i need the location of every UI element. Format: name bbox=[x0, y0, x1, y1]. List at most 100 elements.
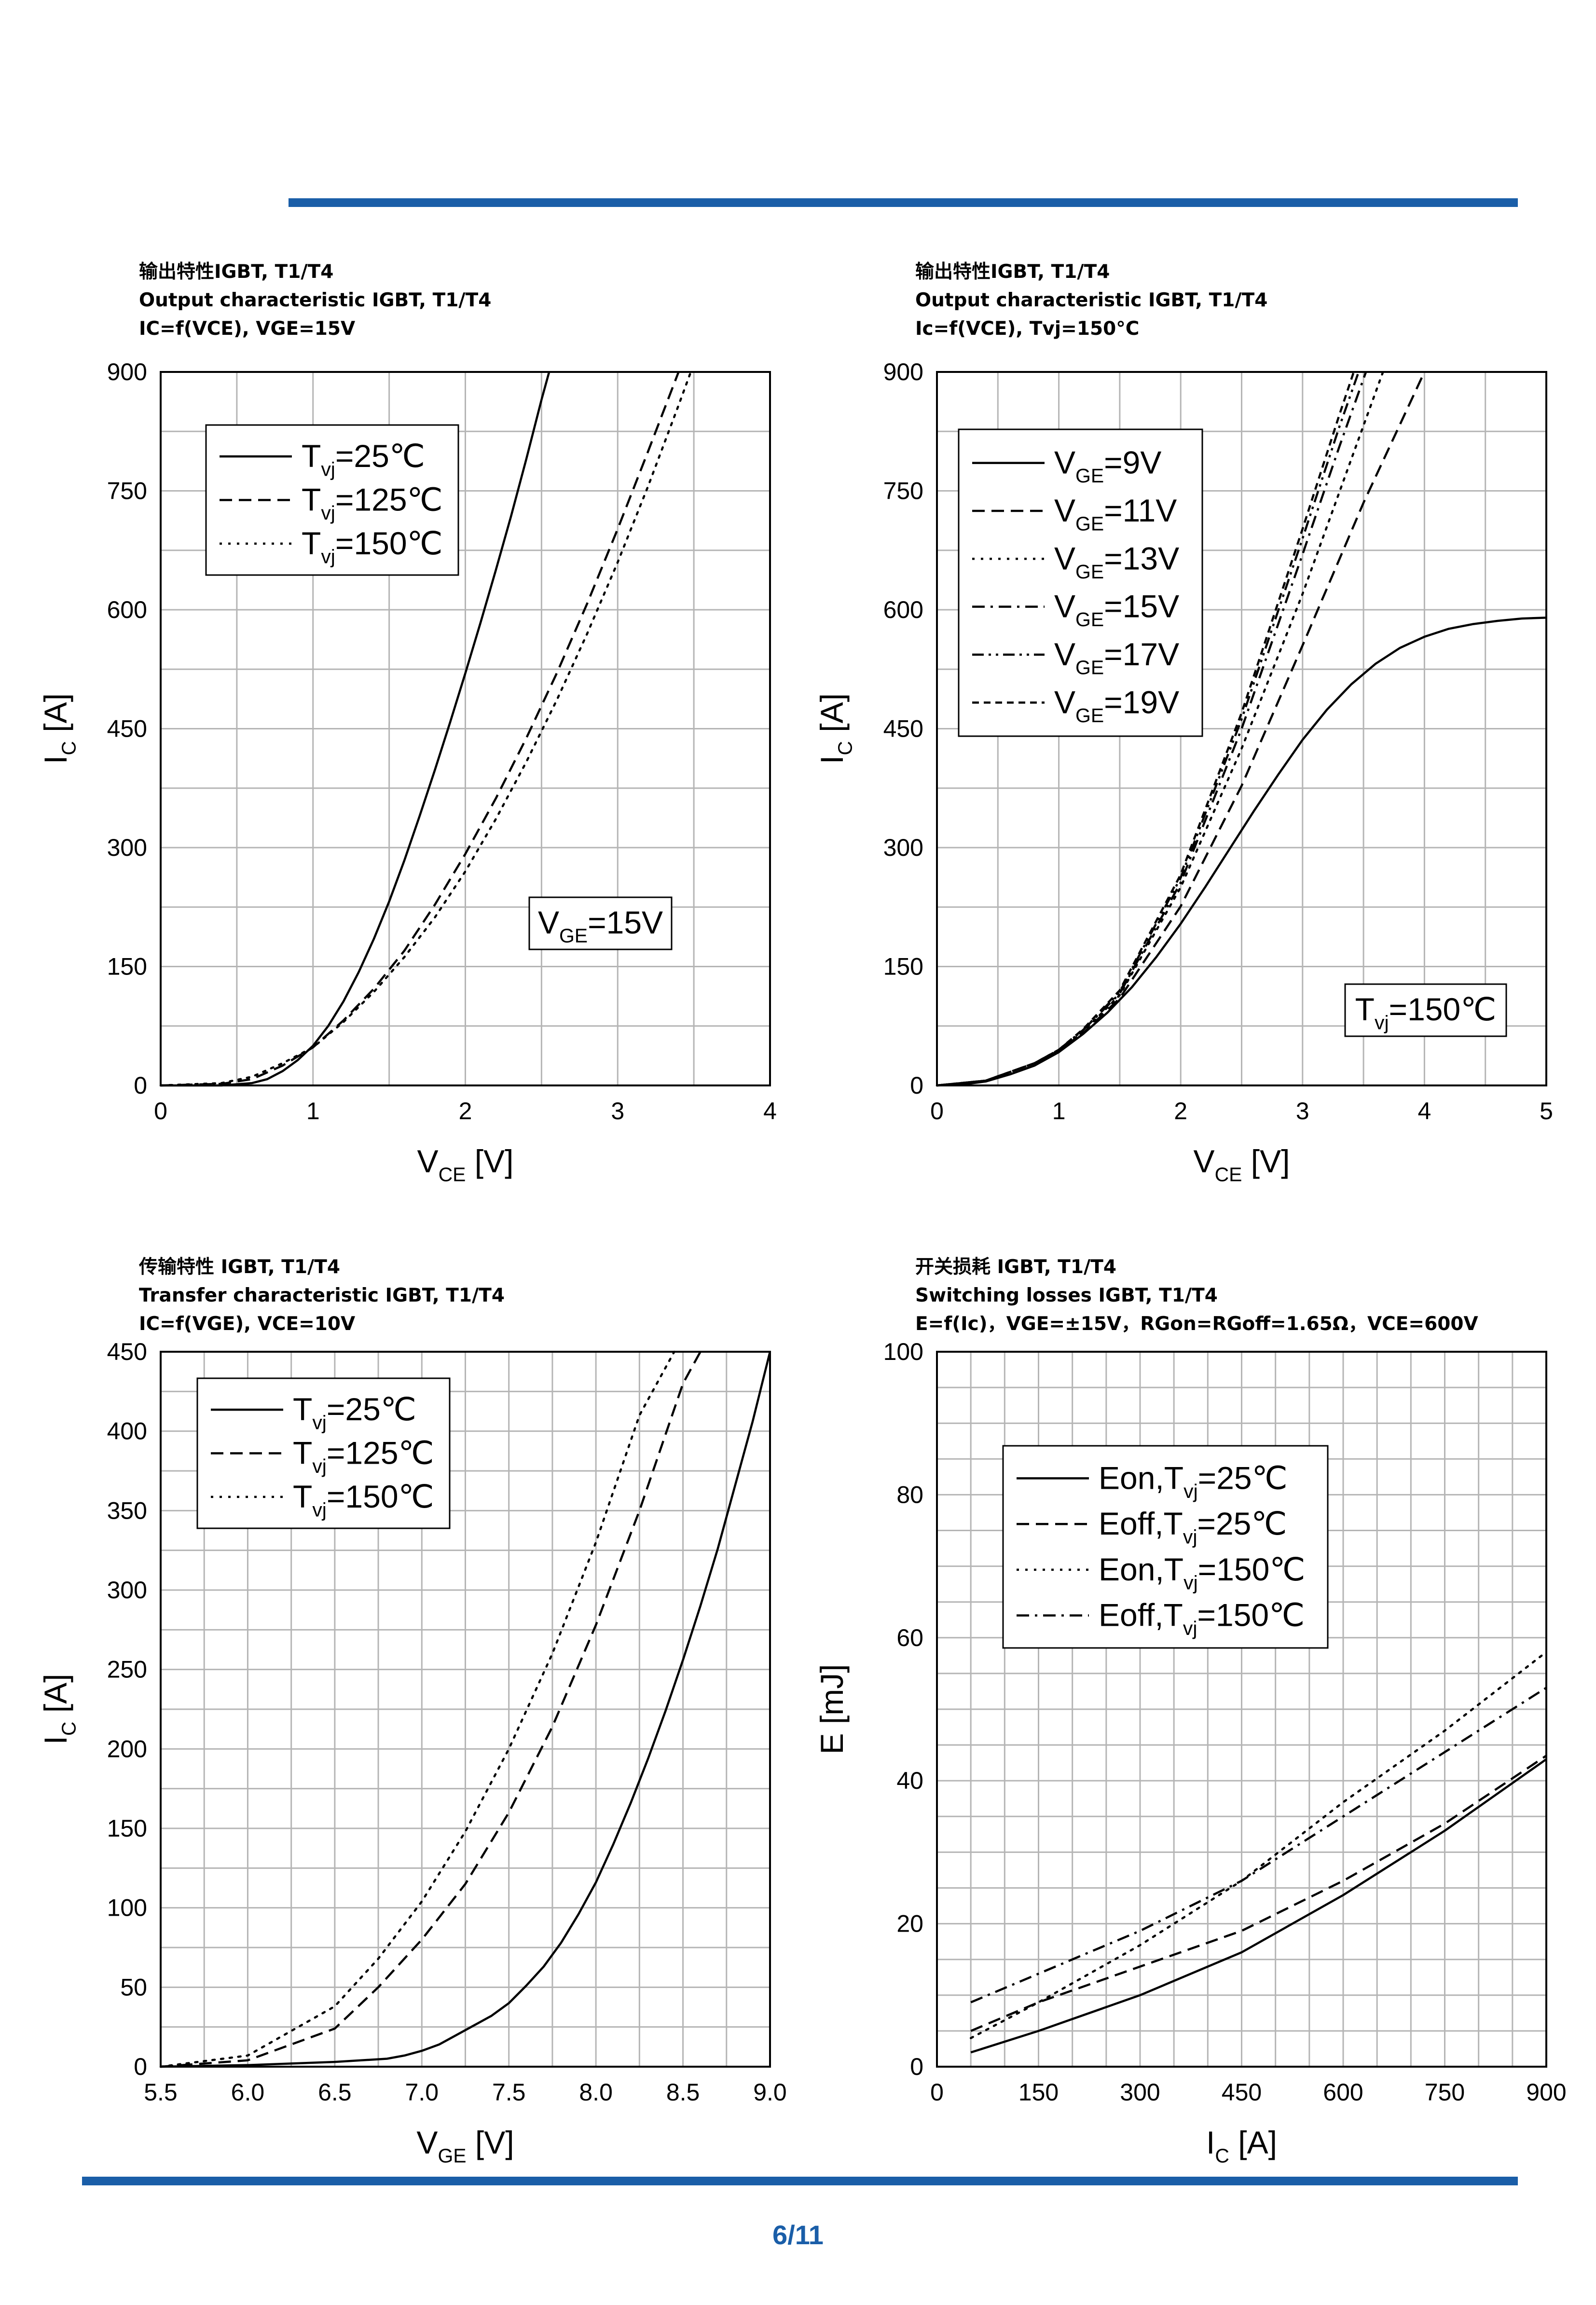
chart2-caption-line1: 输出特性IGBT, T1/T4 bbox=[915, 261, 1110, 283]
y-tick-label: 450 bbox=[107, 715, 147, 742]
series-line-vge-19v bbox=[936, 371, 1355, 1087]
series-line-vge-9v bbox=[936, 617, 1547, 1087]
chart4-caption-line3: E=f(Ic)，VGE=±15V，RGon=RGoff=1.65Ω，VCE=60… bbox=[915, 1313, 1478, 1335]
annotation-box bbox=[528, 896, 673, 950]
x-tick-label: 2 bbox=[1174, 1098, 1187, 1125]
chart1-caption-line2: Output characteristic IGBT, T1/T4 bbox=[139, 289, 492, 311]
series-line-tvj-25- bbox=[160, 1351, 771, 2068]
y-tick-label: 300 bbox=[883, 834, 923, 861]
x-tick-label: 7.0 bbox=[405, 2079, 439, 2106]
annotation-label: VGE=15V bbox=[538, 905, 663, 947]
x-tick-label: 3 bbox=[611, 1098, 624, 1125]
legend-label: Eon,Tvj=25℃ bbox=[1099, 1460, 1288, 1502]
legend-label: Tvj=25℃ bbox=[302, 438, 425, 480]
chart-switching-losses: 0 150 300 450 600 750 900 0 20 40 60 80 100 IC [A] E [… bbox=[814, 1338, 1567, 2167]
chart3-caption-line2: Transfer characteristic IGBT, T1/T4 bbox=[139, 1285, 505, 1306]
x-tick-label: 5 bbox=[1540, 1098, 1553, 1125]
legend-label: VGE=9V bbox=[1054, 445, 1161, 487]
legend-label: Tvj=125℃ bbox=[302, 482, 443, 524]
x-tick-label: 450 bbox=[1222, 2079, 1262, 2106]
series-line-eon-tvj-25- bbox=[970, 1758, 1547, 2054]
header-rule bbox=[289, 198, 1518, 207]
legend-label: Tvj=25℃ bbox=[293, 1391, 416, 1433]
x-tick-label: 2 bbox=[459, 1098, 472, 1125]
x-tick-label: 900 bbox=[1526, 2079, 1566, 2106]
series-line-tvj-125- bbox=[160, 371, 680, 1087]
y-tick-label: 100 bbox=[107, 1894, 147, 1921]
y-tick-label: 350 bbox=[107, 1497, 147, 1524]
x-axis-label: VGE [V] bbox=[416, 2125, 514, 2167]
y-tick-label: 400 bbox=[107, 1418, 147, 1445]
y-tick-label: 100 bbox=[883, 1338, 923, 1365]
annotation-label: Tvj=150℃ bbox=[1355, 991, 1497, 1033]
plot-frame bbox=[160, 371, 771, 1086]
y-tick-label: 750 bbox=[107, 478, 147, 505]
series-line-vge-17v bbox=[936, 371, 1360, 1087]
series-line-tvj-25- bbox=[161, 371, 550, 1087]
chart2-caption: 输出特性IGBT, T1/T4 Output characteristic IG… bbox=[915, 258, 1267, 343]
chart1-caption-line3: IC=f(VCE), VGE=15V bbox=[139, 318, 356, 340]
y-axis-label: IC [A] bbox=[38, 1674, 80, 1745]
chart3-caption-line3: IC=f(VGE), VCE=10V bbox=[139, 1313, 356, 1335]
legend-label: Tvj=150℃ bbox=[293, 1479, 434, 1521]
legend-label: VGE=15V bbox=[1054, 589, 1179, 631]
y-tick-label: 50 bbox=[120, 1974, 147, 2001]
chart-transfer-characteristic: 5.5 6.0 6.5 7.0 7.5 8.0 8.5 9.0 0 50 100 150 200 250 3… bbox=[38, 1338, 787, 2167]
x-tick-label: 4 bbox=[763, 1098, 777, 1125]
y-tick-label: 0 bbox=[134, 2053, 147, 2080]
x-tick-label: 0 bbox=[154, 1098, 167, 1125]
x-axis-label: VCE [V] bbox=[417, 1143, 514, 1185]
legend-label: Tvj=150℃ bbox=[302, 525, 443, 567]
y-axis-label: IC [A] bbox=[814, 693, 856, 764]
chart4-caption-line2: Switching losses IGBT, T1/T4 bbox=[915, 1285, 1218, 1306]
y-tick-label: 900 bbox=[107, 358, 147, 385]
legend-label: VGE=11V bbox=[1054, 493, 1177, 535]
y-tick-label: 450 bbox=[883, 715, 923, 742]
x-tick-label: 6.5 bbox=[318, 2079, 352, 2106]
y-tick-label: 900 bbox=[883, 358, 923, 385]
x-tick-label: 8.5 bbox=[666, 2079, 700, 2106]
chart4-caption: 开关损耗 IGBT, T1/T4 Switching losses IGBT, … bbox=[915, 1253, 1478, 1338]
x-tick-label: 5.5 bbox=[144, 2079, 178, 2106]
y-tick-label: 300 bbox=[107, 834, 147, 861]
series-line-vge-13v bbox=[936, 370, 1384, 1087]
x-tick-label: 6.0 bbox=[231, 2079, 265, 2106]
y-tick-label: 80 bbox=[896, 1481, 923, 1508]
plot-frame bbox=[936, 1351, 1547, 2068]
legend-label: VGE=19V bbox=[1054, 684, 1179, 726]
y-tick-label: 450 bbox=[107, 1338, 147, 1365]
y-tick-label: 0 bbox=[910, 2053, 923, 2080]
y-tick-label: 0 bbox=[910, 1072, 923, 1099]
x-tick-label: 750 bbox=[1425, 2079, 1465, 2106]
chart3-caption: 传输特性 IGBT, T1/T4 Transfer characteristic… bbox=[139, 1253, 505, 1338]
chart1-caption: 输出特性IGBT, T1/T4 Output characteristic IG… bbox=[139, 258, 491, 343]
chart1-caption-line1: 输出特性IGBT, T1/T4 bbox=[139, 261, 334, 283]
legend-label: Eon,Tvj=150℃ bbox=[1099, 1551, 1305, 1593]
series-line-tvj-150- bbox=[159, 370, 692, 1087]
legend: VGE=9V VGE=11V VGE=13V VGE=15V VGE=17V VGE=19… bbox=[958, 428, 1203, 737]
y-tick-label: 60 bbox=[896, 1624, 923, 1651]
chart2-caption-line2: Output characteristic IGBT, T1/T4 bbox=[915, 289, 1268, 311]
legend-label: Eoff,Tvj=150℃ bbox=[1099, 1597, 1305, 1639]
legend: Eon,Tvj=25℃Eoff,Tvj=25℃Eon,Tvj=150℃Eoff,… bbox=[1002, 1445, 1329, 1649]
legend-box bbox=[1002, 1445, 1329, 1649]
y-tick-label: 40 bbox=[896, 1767, 923, 1794]
x-tick-label: 1 bbox=[1052, 1098, 1066, 1125]
y-tick-label: 200 bbox=[107, 1735, 147, 1762]
y-tick-label: 150 bbox=[107, 953, 147, 980]
x-tick-label: 1 bbox=[306, 1098, 320, 1125]
x-axis-label: VCE [V] bbox=[1194, 1143, 1290, 1185]
y-axis-label: IC [A] bbox=[38, 693, 80, 764]
y-tick-label: 150 bbox=[883, 953, 923, 980]
chart3-caption-line1: 传输特性 IGBT, T1/T4 bbox=[139, 1256, 340, 1278]
x-tick-label: 300 bbox=[1120, 2079, 1160, 2106]
series-line-eoff-tvj-150- bbox=[970, 1687, 1547, 2003]
y-tick-label: 250 bbox=[107, 1656, 147, 1683]
y-tick-label: 20 bbox=[896, 1910, 923, 1937]
y-tick-label: 750 bbox=[883, 478, 923, 505]
series-line-tvj-125- bbox=[160, 1351, 702, 2068]
y-tick-label: 150 bbox=[107, 1815, 147, 1842]
